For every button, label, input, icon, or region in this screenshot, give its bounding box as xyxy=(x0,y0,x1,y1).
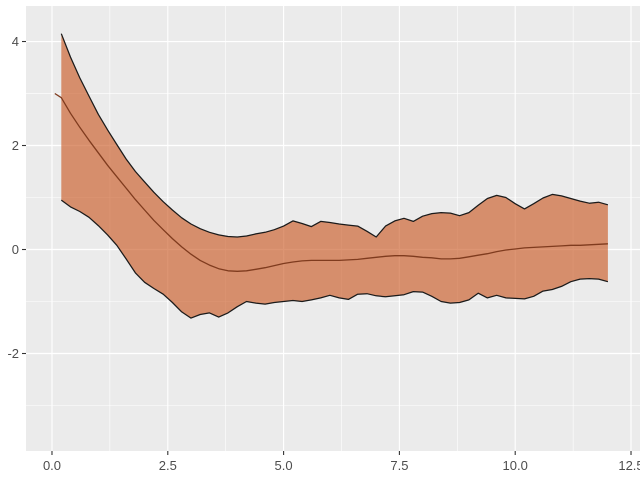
x-tick-label: 10.0 xyxy=(503,458,528,473)
y-tick-label: 2 xyxy=(12,138,19,153)
x-tick-label: 2.5 xyxy=(159,458,177,473)
x-tick-label: 5.0 xyxy=(275,458,293,473)
y-tick-label: 4 xyxy=(12,34,19,49)
lower-band-line xyxy=(60,199,609,319)
x-tick-label: 7.5 xyxy=(390,458,408,473)
upper-band-line xyxy=(60,33,609,238)
x-tick-label: 12.5 xyxy=(618,458,640,473)
y-tick-label: -2 xyxy=(7,346,19,361)
confidence-band xyxy=(61,33,608,319)
y-tick-label: 0 xyxy=(12,242,19,257)
x-tick-label: 0.0 xyxy=(43,458,61,473)
median-line xyxy=(54,92,608,272)
